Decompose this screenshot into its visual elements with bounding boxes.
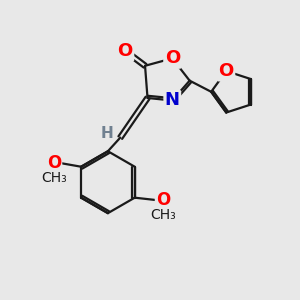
- Text: H: H: [101, 126, 114, 141]
- Text: O: O: [118, 42, 133, 60]
- Text: O: O: [219, 62, 234, 80]
- Text: O: O: [47, 154, 61, 172]
- Text: O: O: [165, 50, 180, 68]
- Text: CH₃: CH₃: [150, 208, 176, 222]
- Text: N: N: [165, 92, 180, 110]
- Text: CH₃: CH₃: [41, 171, 67, 185]
- Text: O: O: [156, 191, 170, 209]
